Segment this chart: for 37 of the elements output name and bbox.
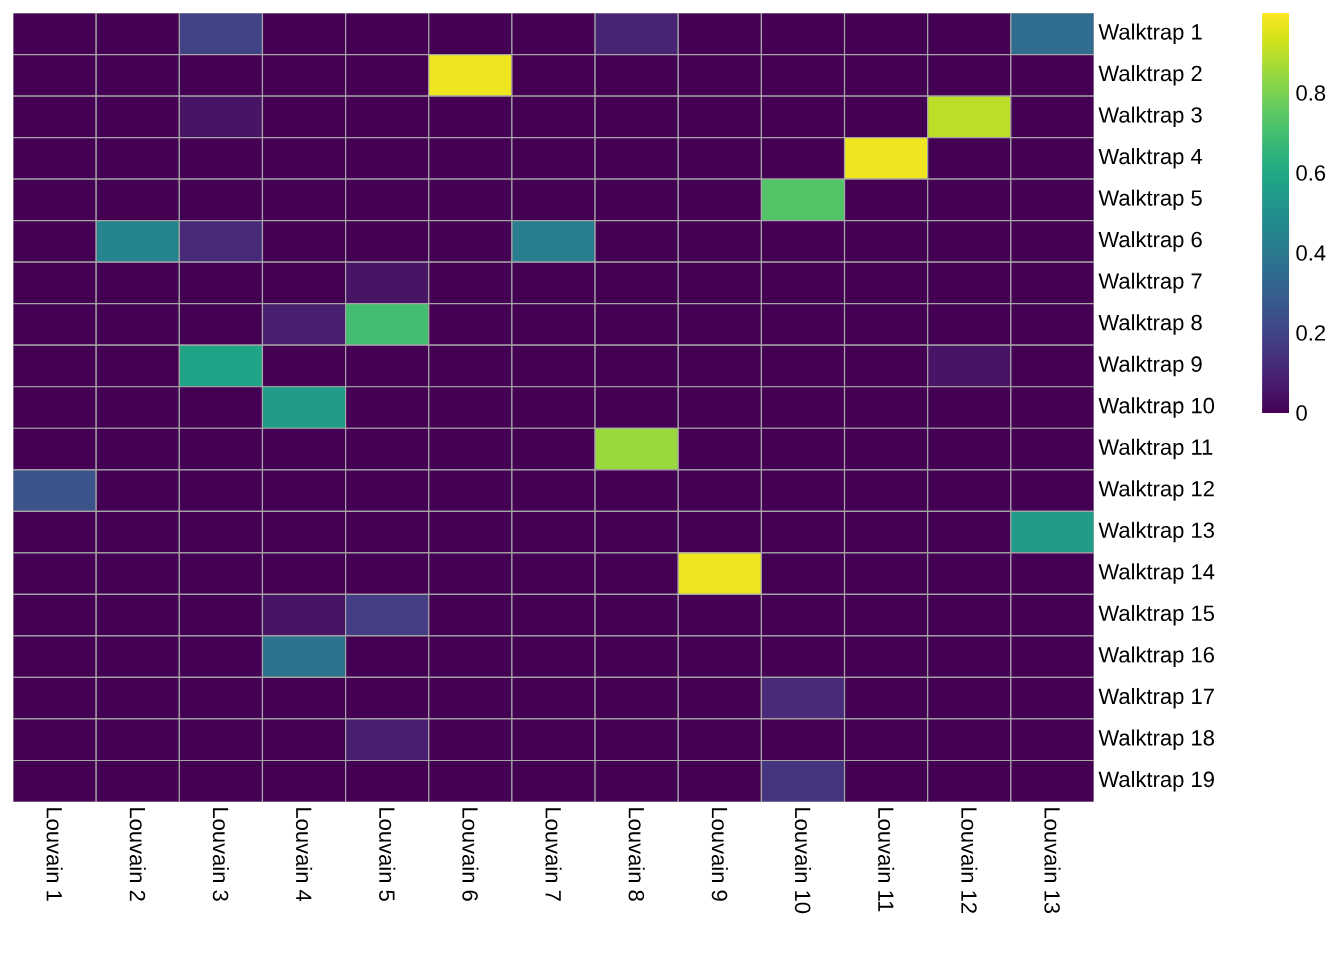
y-tick-label: Walktrap 7 <box>1098 272 1202 294</box>
y-tick-label: Walktrap 10 <box>1098 397 1215 418</box>
x-tick-label: Louvain 10 <box>794 808 812 914</box>
x-tick-label: Louvain 4 <box>295 808 313 902</box>
y-tick-label: Walktrap 14 <box>1098 563 1215 584</box>
y-tick-label: Walktrap 2 <box>1098 65 1202 86</box>
y-tick-label: Walktrap 11 <box>1098 438 1213 460</box>
y-tick-label: Walktrap 9 <box>1098 355 1202 377</box>
color-bar-label: 0.8 <box>1296 85 1326 101</box>
y-tick-label: Walktrap 3 <box>1098 106 1202 128</box>
x-tick-label: Louvain 7 <box>545 808 562 901</box>
x-tick-label: Louvain 6 <box>462 808 479 901</box>
color-bar-label: 0.4 <box>1296 245 1326 261</box>
y-tick-label: Walktrap 8 <box>1098 314 1202 335</box>
y-tick-label: Walktrap 15 <box>1098 604 1214 626</box>
y-tick-label: Walktrap 4 <box>1098 148 1203 169</box>
x-tick-label: Louvain 1 <box>46 808 63 901</box>
y-tick-label: Walktrap 5 <box>1098 189 1202 211</box>
x-tick-label: Louvain 12 <box>961 808 978 913</box>
y-tick-label: Walktrap 19 <box>1098 771 1214 792</box>
color-bar-label: 0 <box>1296 405 1307 421</box>
x-tick-label: Louvain 3 <box>212 808 229 901</box>
x-tick-label: Louvain 5 <box>379 808 396 901</box>
x-tick-label: Louvain 13 <box>1044 808 1061 914</box>
y-tick-label: Walktrap 13 <box>1098 521 1214 543</box>
color-bar-label: 0.2 <box>1296 325 1325 341</box>
x-tick-label: Louvain 8 <box>628 808 645 901</box>
y-tick-label: Walktrap 18 <box>1098 729 1214 750</box>
y-tick-label: Walktrap 12 <box>1098 480 1214 501</box>
y-tick-label: Walktrap 1 <box>1098 23 1202 45</box>
x-tick-label: Louvain 9 <box>711 808 728 901</box>
y-tick-label: Walktrap 16 <box>1098 646 1214 667</box>
y-tick-label: Walktrap 6 <box>1098 231 1202 252</box>
y-tick-label: Walktrap 17 <box>1098 687 1214 709</box>
x-tick-label: Louvain 11 <box>878 808 895 912</box>
color-bar-label: 0.6 <box>1296 165 1326 181</box>
x-tick-label: Louvain 2 <box>129 808 146 901</box>
